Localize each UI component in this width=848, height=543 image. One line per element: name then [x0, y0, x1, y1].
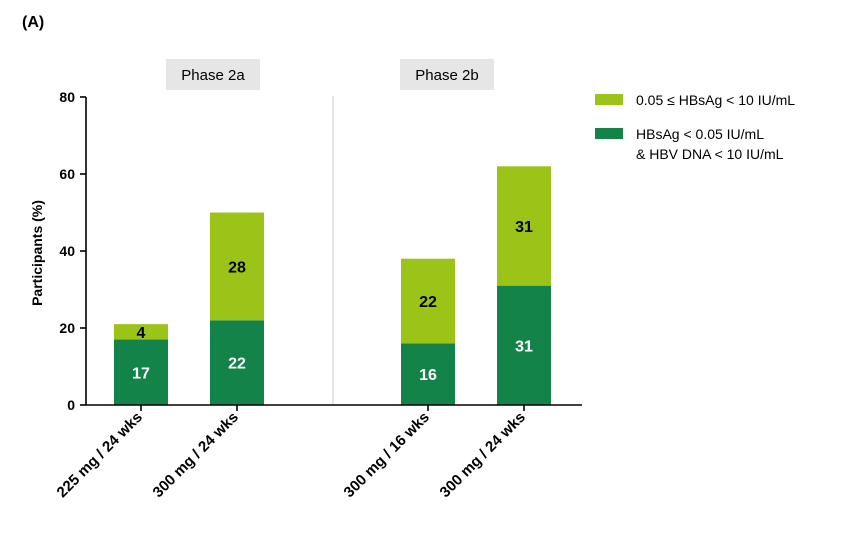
y-axis: 0 20 40 60 80	[59, 89, 87, 413]
bar-data-label: 4	[137, 325, 146, 342]
legend-label: & HBV DNA < 10 IU/mL	[636, 146, 784, 162]
y-tick-label: 0	[67, 397, 75, 413]
y-tick-label: 20	[59, 320, 75, 336]
bar-segment	[401, 258, 455, 344]
legend-swatch	[595, 128, 623, 139]
legend: 0.05 ≤ HBsAg < 10 IU/mL HBsAg < 0.05 IU/m…	[595, 92, 795, 162]
x-tick-label: 225 mg / 24 wks	[54, 409, 146, 501]
bar-data-label: 17	[132, 365, 150, 382]
bars: 17 4 22 28 16 22 31 31	[114, 166, 551, 405]
bar-segment	[401, 343, 455, 405]
phase-label-box	[166, 59, 260, 90]
bar-segment	[114, 339, 168, 405]
legend-swatch	[595, 94, 623, 105]
bar-data-label: 28	[228, 259, 246, 276]
bar-data-label: 22	[228, 356, 246, 373]
phase-labels: Phase 2a Phase 2b	[166, 59, 494, 90]
legend-label: HBsAg < 0.05 IU/mL	[636, 126, 764, 142]
bar-data-label: 16	[419, 367, 437, 384]
y-tick-label: 80	[59, 89, 75, 105]
legend-label: 0.05 ≤ HBsAg < 10 IU/mL	[636, 92, 795, 108]
phase-label: Phase 2b	[415, 67, 478, 84]
bar-data-label: 31	[515, 219, 533, 236]
x-tick-label: 300 mg / 16 wks	[341, 409, 433, 501]
x-tick-label: 300 mg / 24 wks	[437, 409, 529, 501]
x-axis: 225 mg / 24 wks 300 mg / 24 wks 300 mg / 1…	[54, 404, 582, 501]
y-tick-label: 60	[59, 166, 75, 182]
bar-segment	[210, 320, 264, 405]
panel-label: (A)	[22, 14, 44, 31]
x-tick-label: 300 mg / 24 wks	[150, 409, 242, 501]
bar-segment	[497, 166, 551, 286]
y-tick-label: 40	[59, 243, 75, 259]
phase-label-box	[400, 59, 494, 90]
bar-segment	[210, 212, 264, 321]
y-axis-label: Participants (%)	[29, 200, 45, 306]
phase-label: Phase 2a	[181, 67, 245, 84]
bar-segment	[497, 285, 551, 405]
bar-segment	[114, 324, 168, 340]
bar-data-label: 22	[419, 294, 437, 311]
bar-data-label: 31	[515, 338, 533, 355]
